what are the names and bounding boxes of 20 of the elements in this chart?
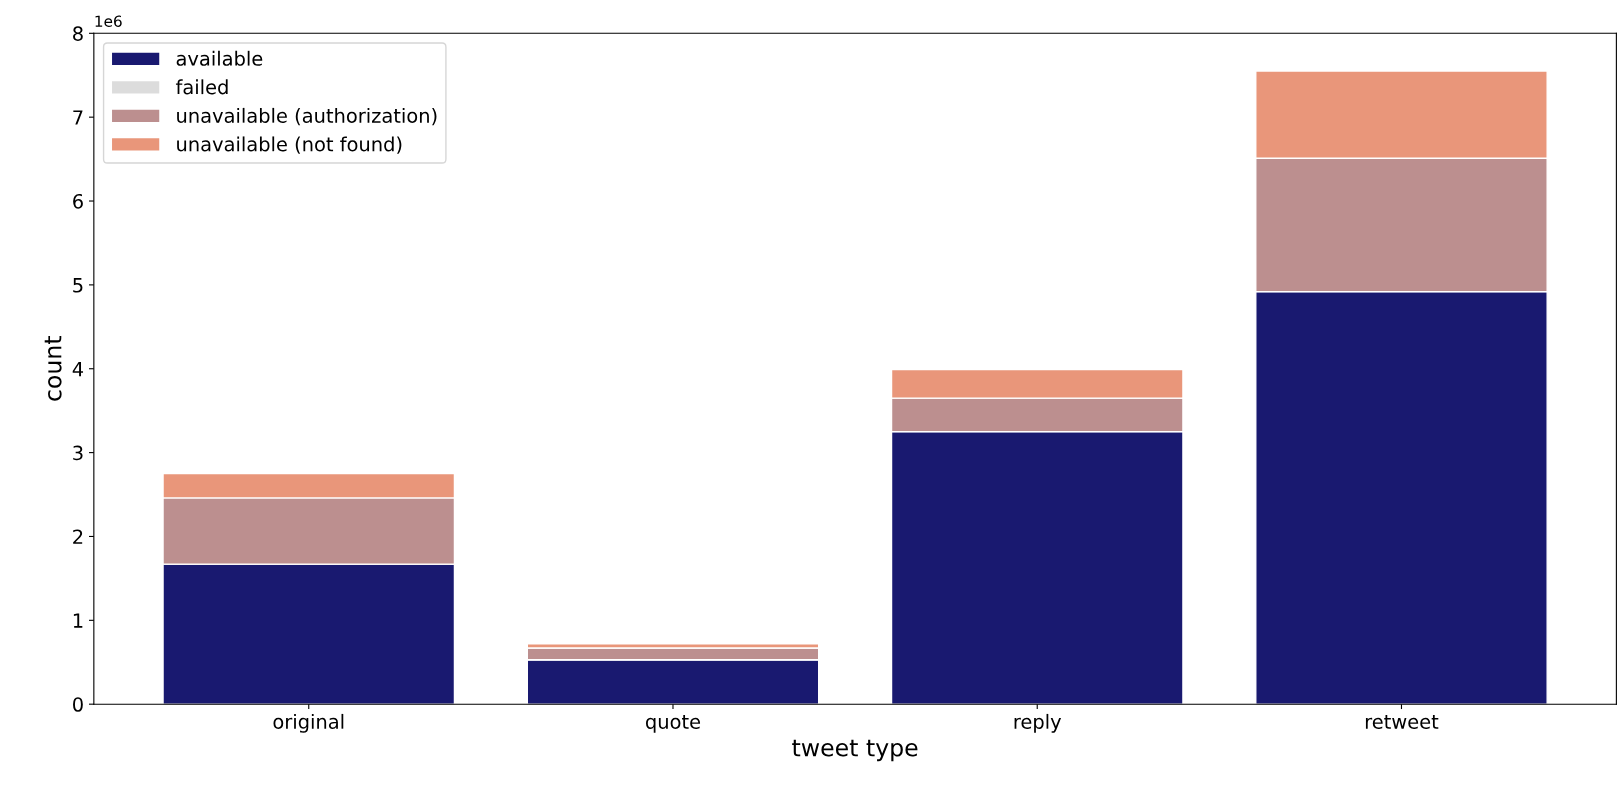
legend-label: unavailable (authorization) xyxy=(177,107,437,126)
y-tick-label: 4 xyxy=(72,361,84,377)
legend-label: failed xyxy=(175,79,228,95)
x-axis-title: tweet type xyxy=(792,739,918,762)
y-tick-label: 5 xyxy=(73,278,83,293)
x-tick-label: reply xyxy=(1014,713,1062,733)
y-tick-label: 1 xyxy=(73,613,83,628)
legend-label: available xyxy=(176,50,263,66)
y-tick-label: 8 xyxy=(73,26,83,41)
x-tick-label: retweet xyxy=(1365,715,1439,729)
x-tick-label: original xyxy=(273,713,344,733)
legend-label: unavailable (not found) xyxy=(177,136,402,154)
y-tick-label: 6 xyxy=(73,193,83,209)
y-tick-label: 0 xyxy=(73,697,83,712)
x-tick-label: quote xyxy=(645,715,701,733)
y-tick-label: 7 xyxy=(73,110,83,125)
y-tick-label: 2 xyxy=(73,529,83,544)
text: 1e6 xyxy=(95,15,122,27)
y-axis-title: count xyxy=(44,336,62,401)
y-tick-label: 3 xyxy=(73,445,83,461)
